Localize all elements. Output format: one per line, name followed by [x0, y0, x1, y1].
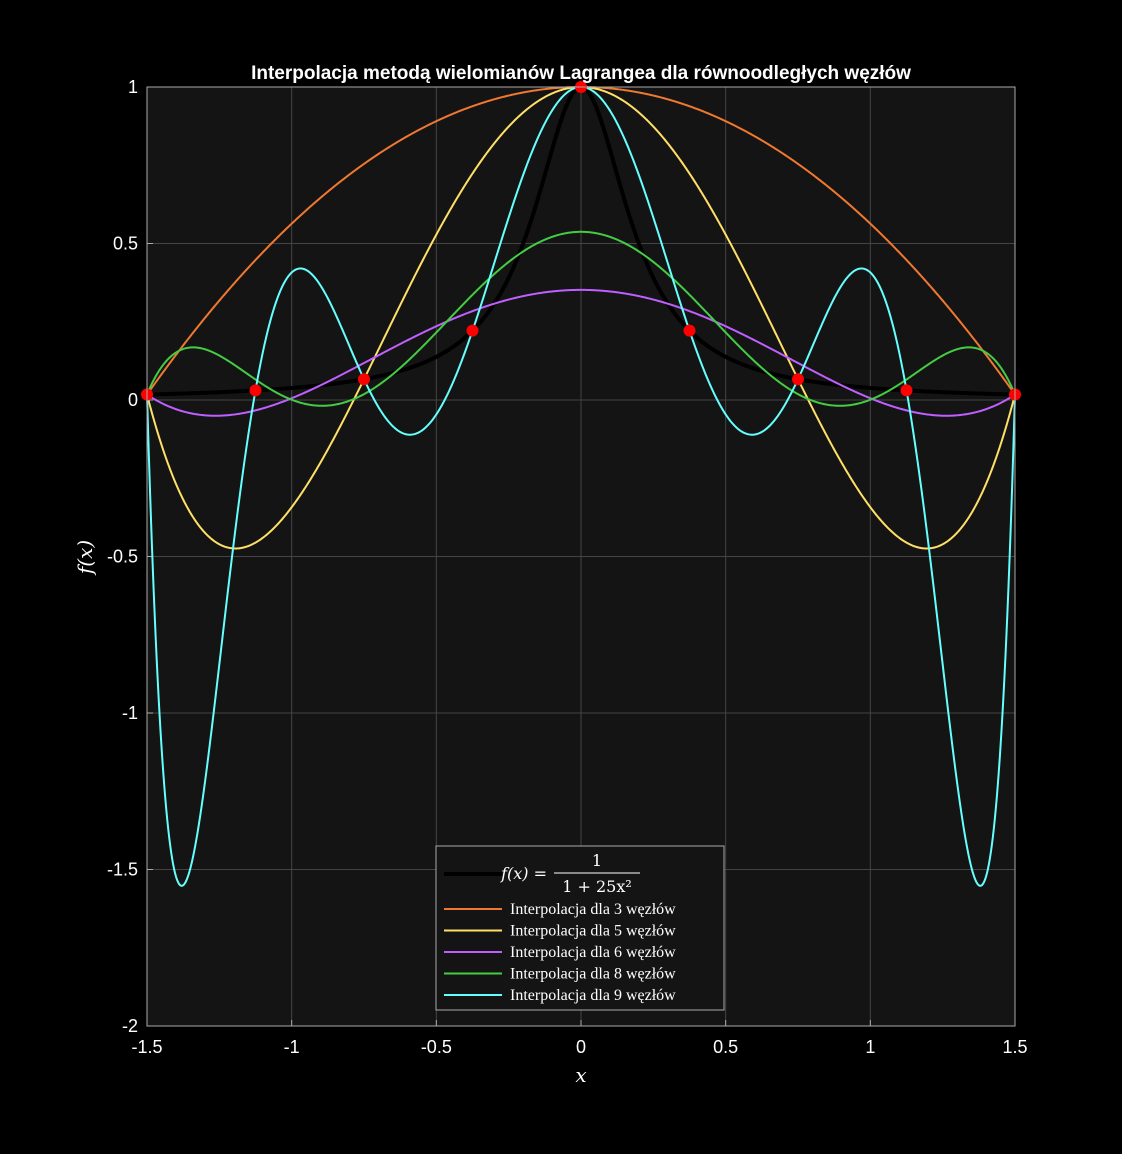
node-marker — [466, 324, 479, 337]
node-marker — [792, 373, 804, 386]
tick-labels: -1.5 -1 -0.5 0 0.5 1 1.5-2-1.5-1-0.500.51 — [107, 77, 1028, 1057]
legend-label-6-nodes: Interpolacja dla 6 węzłów — [510, 944, 676, 961]
y-tick-label: 0.5 — [113, 234, 138, 254]
x-tick-label: -0.5 — [421, 1037, 452, 1057]
x-tick-label: -1.5 — [131, 1037, 162, 1057]
y-tick-label: -0.5 — [107, 547, 138, 567]
chart-title: Interpolacja metodą wielomianów Lagrange… — [251, 63, 911, 84]
legend-label-function-lhs: f(x) = — [500, 864, 547, 883]
legend-label-3-nodes: Interpolacja dla 3 węzłów — [510, 901, 676, 918]
x-axis-label: x — [575, 1063, 586, 1087]
x-tick-label: 0.5 — [713, 1037, 738, 1057]
legend-label-5-nodes: Interpolacja dla 5 węzłów — [510, 923, 676, 940]
node-markers — [141, 81, 1021, 401]
legend: f(x) = 1 1 + 25x² Interpolacja dla 3 węzłów… — [435, 845, 725, 1011]
legend-label-8-nodes: Interpolacja dla 8 węzłów — [510, 966, 676, 983]
y-tick-label: -1.5 — [107, 860, 138, 880]
series-line-8-nodes — [146, 230, 1016, 407]
legend-label-function-denominator: 1 + 25x² — [562, 877, 632, 896]
node-marker — [358, 373, 370, 386]
series-line-6-nodes — [146, 288, 1016, 417]
y-tick-label: -1 — [122, 703, 138, 723]
y-axis-label: f(x) — [73, 540, 97, 576]
node-marker — [900, 384, 913, 397]
legend-label-function-numerator: 1 — [592, 851, 602, 870]
node-marker — [683, 324, 696, 337]
x-tick-label: 0 — [576, 1037, 586, 1057]
y-tick-label: -2 — [122, 1016, 138, 1036]
y-tick-label: 1 — [128, 77, 138, 97]
x-tick-label: 1 — [865, 1037, 875, 1057]
legend-label-9-nodes: Interpolacja dla 9 węzłów — [510, 987, 676, 1004]
x-tick-label: -1 — [284, 1037, 300, 1057]
plot-frame — [146, 86, 1016, 1027]
y-tick-label: 0 — [128, 390, 138, 410]
x-tick-label: 1.5 — [1002, 1037, 1027, 1057]
node-marker — [249, 384, 262, 397]
